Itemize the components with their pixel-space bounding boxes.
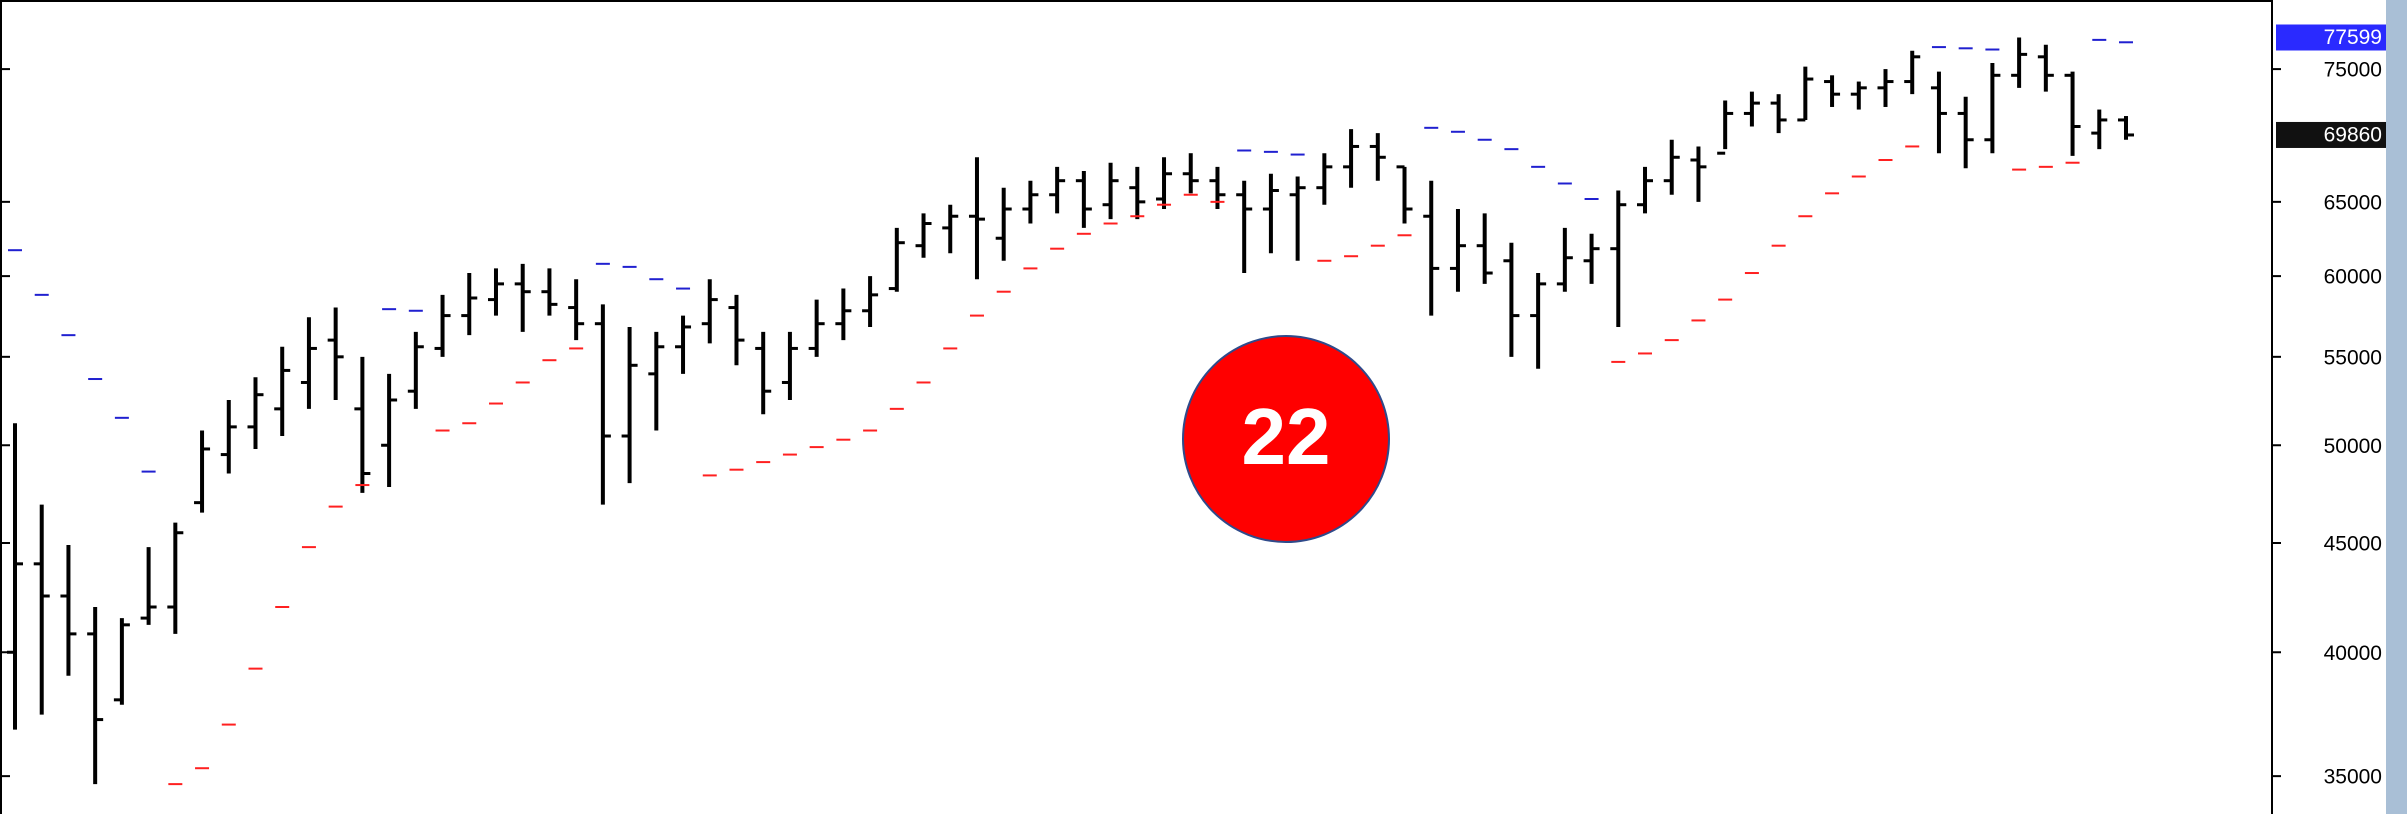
y-tick-label: 45000 [2324,533,2382,556]
price-tag-label: 69860 [2324,124,2382,147]
y-tick-label: 50000 [2324,435,2382,458]
y-tick-label: 65000 [2324,191,2382,214]
y-tick-label: 40000 [2324,642,2382,665]
badge-label: 22 [1242,392,1331,481]
y-tick-label: 55000 [2324,346,2382,369]
price-tag-label: 77599 [2324,26,2382,49]
window-edge [2386,0,2407,814]
y-tick-label: 75000 [2324,59,2382,82]
price-tag [2276,24,2386,51]
badge-circle [1182,335,1390,543]
y-tick-label: 60000 [2324,266,2382,289]
price-tag [2276,121,2386,148]
y-tick-label: 35000 [2324,766,2382,789]
